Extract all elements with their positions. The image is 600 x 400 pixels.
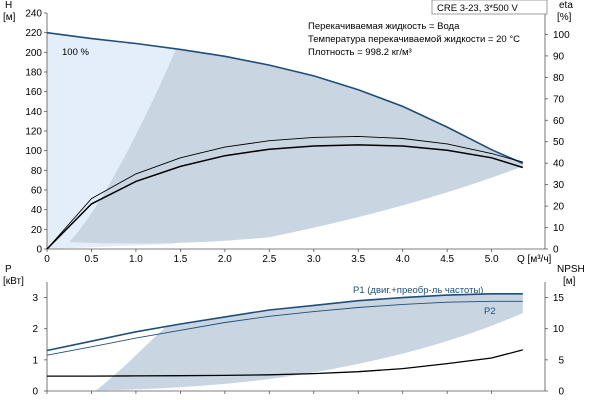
lower-right-axis-label: NPSH [м]	[557, 264, 585, 287]
lower-operating-region	[95, 293, 523, 391]
upper-operating-region	[69, 49, 523, 244]
p2-series-label: P2	[484, 306, 496, 317]
upper-y2-tick-label: 60	[553, 116, 565, 127]
lower-y2-tick-label: 15	[553, 293, 565, 304]
upper-y-tick-label: 80	[31, 166, 43, 177]
head-curve	[46, 31, 524, 165]
upper-y-tick-label: 180	[25, 68, 42, 79]
upper-y-tick-label: 100	[25, 146, 42, 157]
eta-curve	[46, 144, 524, 250]
x-tick-label: 0	[44, 254, 50, 265]
upper-left-axis-label: H [м]	[3, 0, 16, 23]
speed-label: 100 %	[62, 47, 89, 58]
p1-curve	[46, 293, 523, 352]
model-label-box	[431, 0, 548, 15]
lower-y-tick-label: 2	[32, 324, 38, 335]
upper-y-tick-label: 220	[25, 28, 42, 39]
x-tick-label: 0.5	[85, 254, 99, 265]
upper-y2-tick-label: 20	[553, 202, 565, 213]
fluid-annotation: Перекачиваемая жидкость = Вода	[308, 21, 460, 32]
density-annotation: Плотность = 998.2 кг/м³	[308, 47, 412, 58]
upper-y2-tick-label: 70	[553, 94, 565, 105]
lower-y2-tick-label: 0	[558, 387, 564, 398]
upper-y2-tick-label: 90	[553, 51, 565, 62]
upper-y-tick-label: 140	[25, 107, 42, 118]
upper-y-tick-label: 40	[31, 205, 43, 216]
x-tick-label: 1.0	[129, 254, 143, 265]
x-tick-label: 2.5	[262, 254, 276, 265]
upper-y-tick-label: 60	[31, 186, 43, 197]
upper-y2-tick-label: 10	[553, 223, 565, 234]
lower-y2-tick-label: 10	[553, 324, 565, 335]
upper-y2-tick-label: 30	[553, 180, 565, 191]
series-group	[46, 31, 524, 377]
x-tick-label: 1.5	[173, 254, 187, 265]
upper-y2-tick-label: 80	[553, 73, 565, 84]
x-tick-label: 3.5	[351, 254, 365, 265]
model-label: CRE 3-23, 3*500 V	[437, 3, 518, 14]
upper-y2-tick-label: 100	[553, 30, 570, 41]
eta-upper-curve	[46, 135, 523, 250]
upper-y2-tick-label: 50	[553, 137, 565, 148]
upper-right-axis-label: eta [%]	[557, 0, 573, 23]
x-tick-label: 4.5	[440, 254, 454, 265]
temperature-annotation: Температура перекачиваемой жидкости = 20…	[308, 34, 520, 45]
upper-y-tick-label: 160	[25, 87, 42, 98]
x-axis-label: Q [м³/ч]	[517, 254, 552, 265]
x-tick-label: 2.0	[218, 254, 232, 265]
axes: 0204060801001201401601802002202400102030…	[25, 9, 570, 398]
x-tick-label: 4.0	[396, 254, 410, 265]
upper-y2-tick-label: 0	[553, 245, 559, 256]
p1-series-label: P1 (двиг.+преобр-ль частоты)	[353, 285, 483, 296]
lower-y-tick-label: 0	[32, 387, 38, 398]
upper-y-tick-label: 20	[31, 225, 43, 236]
lower-left-axis-label: P [кВт]	[3, 264, 24, 287]
x-tick-label: 3.0	[307, 254, 321, 265]
upper-y-tick-label: 240	[25, 9, 42, 20]
lower-y-tick-label: 3	[32, 293, 38, 304]
lower-y2-tick-label: 5	[558, 355, 564, 366]
x-tick-label: 5.0	[485, 254, 499, 265]
p2-curve	[46, 300, 523, 356]
upper-y2-tick-label: 40	[553, 159, 565, 170]
lower-y-tick-label: 1	[32, 355, 38, 366]
upper-y-tick-label: 200	[25, 48, 42, 59]
upper-y-tick-label: 0	[36, 245, 42, 256]
upper-y-tick-label: 120	[25, 127, 42, 138]
npsh-curve	[47, 349, 523, 377]
